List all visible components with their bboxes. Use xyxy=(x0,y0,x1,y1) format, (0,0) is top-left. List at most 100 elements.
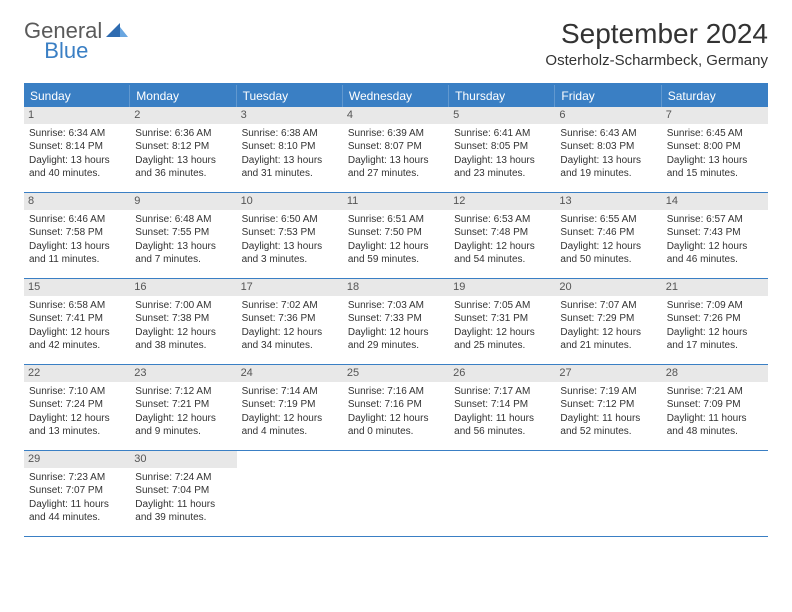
sunrise-text: Sunrise: 6:53 AM xyxy=(454,213,550,227)
day-cell: 5Sunrise: 6:41 AMSunset: 8:05 PMDaylight… xyxy=(449,107,555,192)
day-number: 10 xyxy=(237,193,343,210)
daylight-text: Daylight: 12 hours and 34 minutes. xyxy=(242,326,338,353)
calendar: SundayMondayTuesdayWednesdayThursdayFrid… xyxy=(24,83,768,537)
sunset-text: Sunset: 7:29 PM xyxy=(560,312,656,326)
day-number: 7 xyxy=(662,107,768,124)
day-number: 6 xyxy=(555,107,661,124)
daylight-text: Daylight: 13 hours and 15 minutes. xyxy=(667,154,763,181)
daylight-text: Daylight: 12 hours and 9 minutes. xyxy=(135,412,231,439)
sunset-text: Sunset: 8:05 PM xyxy=(454,140,550,154)
day-number: 14 xyxy=(662,193,768,210)
sunset-text: Sunset: 8:10 PM xyxy=(242,140,338,154)
day-cell: 25Sunrise: 7:16 AMSunset: 7:16 PMDayligh… xyxy=(343,365,449,450)
day-cell: 18Sunrise: 7:03 AMSunset: 7:33 PMDayligh… xyxy=(343,279,449,364)
sunrise-text: Sunrise: 6:51 AM xyxy=(348,213,444,227)
week-row: 15 Sunrise: 6:58 AMSunset: 7:41 PM Dayligh… xyxy=(24,279,768,365)
daylight-text: Daylight: 13 hours and 40 minutes. xyxy=(29,154,125,181)
sunset-text: Sunset: 7:07 PM xyxy=(29,484,125,498)
sunset-text: Sunset: 7:36 PM xyxy=(242,312,338,326)
sunrise-text: Sunrise: 7:03 AM xyxy=(348,299,444,313)
sunset-text: Sunset: 8:12 PM xyxy=(135,140,231,154)
sunrise-text: Sunrise: 6:39 AM xyxy=(348,127,444,141)
daylight-text: Daylight: 11 hours and 52 minutes. xyxy=(560,412,656,439)
sunrise-text: Sunrise: 7:12 AM xyxy=(135,385,231,399)
daylight-text: Daylight: 12 hours and 17 minutes. xyxy=(667,326,763,353)
daylight-text: Daylight: 11 hours and 48 minutes. xyxy=(667,412,763,439)
day-cell: 24Sunrise: 7:14 AMSunset: 7:19 PMDayligh… xyxy=(237,365,343,450)
sunrise-text: Sunrise: 7:00 AM xyxy=(135,299,231,313)
day-number: 15 xyxy=(24,279,130,296)
day-cell: 20Sunrise: 7:07 AMSunset: 7:29 PMDayligh… xyxy=(555,279,661,364)
sunrise-text: Sunrise: 7:09 AM xyxy=(667,299,763,313)
weekday-header-cell: Saturday xyxy=(662,85,768,107)
day-number: 27 xyxy=(555,365,661,382)
day-number: 12 xyxy=(449,193,555,210)
weekday-header-cell: Friday xyxy=(555,85,661,107)
daylight-text: Daylight: 12 hours and 59 minutes. xyxy=(348,240,444,267)
sunrise-text: Sunrise: 6:38 AM xyxy=(242,127,338,141)
daylight-text: Daylight: 13 hours and 7 minutes. xyxy=(135,240,231,267)
weekday-header-cell: Tuesday xyxy=(237,85,343,107)
empty-day-cell xyxy=(555,451,661,536)
sunrise-text: Sunrise: 7:21 AM xyxy=(667,385,763,399)
sunset-text: Sunset: 7:19 PM xyxy=(242,398,338,412)
day-cell: 13Sunrise: 6:55 AMSunset: 7:46 PMDayligh… xyxy=(555,193,661,278)
day-number: 21 xyxy=(662,279,768,296)
day-cell: 11Sunrise: 6:51 AMSunset: 7:50 PMDayligh… xyxy=(343,193,449,278)
sunset-text: Sunset: 7:16 PM xyxy=(348,398,444,412)
daylight-text: Daylight: 13 hours and 36 minutes. xyxy=(135,154,231,181)
sunset-text: Sunset: 7:04 PM xyxy=(135,484,231,498)
day-number: 23 xyxy=(130,365,236,382)
day-cell: 27Sunrise: 7:19 AMSunset: 7:12 PMDayligh… xyxy=(555,365,661,450)
empty-day-cell xyxy=(343,451,449,536)
sunset-text: Sunset: 7:41 PM xyxy=(29,312,125,326)
day-cell: 29Sunrise: 7:23 AMSunset: 7:07 PMDayligh… xyxy=(24,451,130,536)
weekday-header-cell: Thursday xyxy=(449,85,555,107)
daylight-text: Daylight: 12 hours and 4 minutes. xyxy=(242,412,338,439)
sunrise-text: Sunrise: 7:16 AM xyxy=(348,385,444,399)
daylight-text: Daylight: 12 hours and 46 minutes. xyxy=(667,240,763,267)
sunset-text: Sunset: 7:24 PM xyxy=(29,398,125,412)
sunrise-text: Sunrise: 7:19 AM xyxy=(560,385,656,399)
sunrise-text: Sunrise: 7:05 AM xyxy=(454,299,550,313)
daylight-text: Daylight: 12 hours and 25 minutes. xyxy=(454,326,550,353)
sunset-text: Sunset: 7:31 PM xyxy=(454,312,550,326)
day-cell: 8Sunrise: 6:46 AMSunset: 7:58 PMDaylight… xyxy=(24,193,130,278)
daylight-text: Daylight: 11 hours and 44 minutes. xyxy=(29,498,125,525)
empty-day-cell xyxy=(662,451,768,536)
day-cell: 12Sunrise: 6:53 AMSunset: 7:48 PMDayligh… xyxy=(449,193,555,278)
sunrise-text: Sunrise: 6:46 AM xyxy=(29,213,125,227)
daylight-text: Daylight: 11 hours and 56 minutes. xyxy=(454,412,550,439)
day-number: 30 xyxy=(130,451,236,468)
sunset-text: Sunset: 7:09 PM xyxy=(667,398,763,412)
sunset-text: Sunset: 7:43 PM xyxy=(667,226,763,240)
sunrise-text: Sunrise: 6:55 AM xyxy=(560,213,656,227)
day-number: 26 xyxy=(449,365,555,382)
day-cell: 9Sunrise: 6:48 AMSunset: 7:55 PMDaylight… xyxy=(130,193,236,278)
empty-day-cell xyxy=(237,451,343,536)
daylight-text: Daylight: 13 hours and 27 minutes. xyxy=(348,154,444,181)
daylight-text: Daylight: 11 hours and 39 minutes. xyxy=(135,498,231,525)
sunset-text: Sunset: 8:03 PM xyxy=(560,140,656,154)
sunset-text: Sunset: 7:14 PM xyxy=(454,398,550,412)
day-cell: 30Sunrise: 7:24 AMSunset: 7:04 PMDayligh… xyxy=(130,451,236,536)
day-cell: 16Sunrise: 7:00 AMSunset: 7:38 PMDayligh… xyxy=(130,279,236,364)
daylight-text: Daylight: 13 hours and 19 minutes. xyxy=(560,154,656,181)
day-cell: 15Sunrise: 6:58 AMSunset: 7:41 PMDayligh… xyxy=(24,279,130,364)
sunrise-text: Sunrise: 7:17 AM xyxy=(454,385,550,399)
sunrise-text: Sunrise: 6:58 AM xyxy=(29,299,125,313)
weekday-header-row: SundayMondayTuesdayWednesdayThursdayFrid… xyxy=(24,85,768,107)
month-title: September 2024 xyxy=(545,18,768,50)
sunset-text: Sunset: 7:58 PM xyxy=(29,226,125,240)
day-number: 4 xyxy=(343,107,449,124)
daylight-text: Daylight: 12 hours and 0 minutes. xyxy=(348,412,444,439)
sunset-text: Sunset: 7:50 PM xyxy=(348,226,444,240)
logo: General Blue xyxy=(24,18,174,44)
day-cell: 3Sunrise: 6:38 AMSunset: 8:10 PMDaylight… xyxy=(237,107,343,192)
day-cell: 26 Sunrise: 7:17 AMSunset: 7:14 PMDayligh… xyxy=(449,365,555,450)
day-number: 17 xyxy=(237,279,343,296)
day-number: 9 xyxy=(130,193,236,210)
sunset-text: Sunset: 8:14 PM xyxy=(29,140,125,154)
location-text: Osterholz-Scharmbeck, Germany xyxy=(545,52,768,69)
day-cell: 22Sunrise: 7:10 AMSunset: 7:24 PMDayligh… xyxy=(24,365,130,450)
